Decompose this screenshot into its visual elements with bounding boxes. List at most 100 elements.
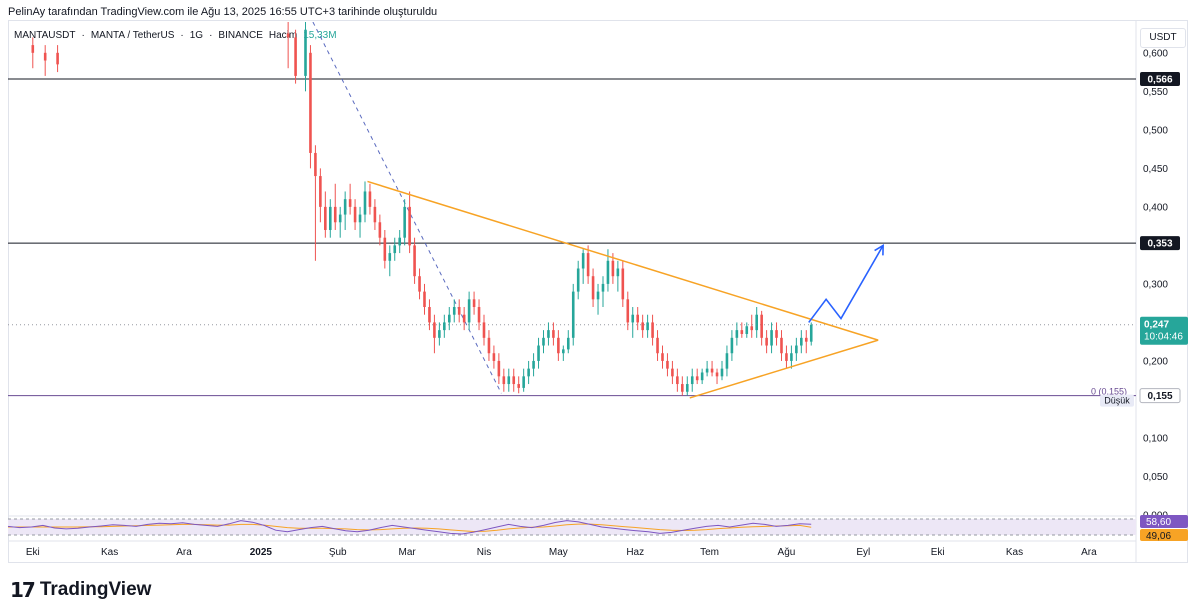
candle-body [626, 299, 630, 323]
candle-body [383, 237, 387, 261]
candle-body [720, 368, 724, 377]
candle-body [537, 345, 540, 361]
candle-body [393, 245, 397, 254]
candle-body [621, 268, 625, 300]
x-tick-label: Haz [626, 547, 644, 558]
candle-body [790, 353, 793, 361]
candle-body [43, 52, 47, 61]
candle-body [641, 322, 644, 331]
candle-body [576, 268, 580, 292]
candle-body [527, 368, 530, 377]
candle-body [809, 324, 813, 342]
candle-body [443, 322, 446, 331]
candle-body [566, 337, 570, 350]
candle-body [611, 260, 615, 277]
candle-body [408, 206, 411, 246]
y-tick-label: 0,550 [1143, 87, 1168, 98]
tradingview-logo-icon: 17 [10, 578, 36, 602]
projection-arrow-head [874, 243, 884, 256]
x-tick-label: Kas [101, 547, 118, 558]
candle-body [715, 372, 719, 377]
candle-body [666, 360, 669, 369]
x-tick-label: Mar [399, 547, 417, 558]
volume-value: 15,33M [303, 30, 337, 41]
bar-countdown: 10:04:46 [1144, 332, 1183, 343]
symbol-name: MANTA / TetherUS [90, 30, 175, 41]
candle-body [319, 176, 322, 207]
candle-body [497, 360, 501, 377]
y-tick-label: 0,200 [1143, 356, 1168, 367]
candle-body [596, 291, 600, 300]
tradingview-logo[interactable]: 17 TradingView [10, 578, 151, 602]
rsi-ma-label: 49,06 [1146, 531, 1171, 542]
candle-body [542, 337, 545, 346]
symbol-ticker[interactable]: MANTAUSDT [14, 30, 76, 41]
candle-body [804, 337, 808, 342]
candle-body [428, 307, 431, 323]
candle-body [685, 384, 689, 392]
candle-body [31, 45, 35, 53]
x-tick-label: Eki [26, 547, 40, 558]
candle-body [324, 206, 327, 230]
candle-body [636, 314, 639, 323]
rsi-ma-tag [1140, 529, 1188, 541]
candle-body [601, 283, 605, 292]
level-price-tag [1140, 236, 1180, 251]
candle-body [591, 276, 595, 300]
candle-body [358, 214, 362, 223]
candle-body [586, 253, 590, 277]
candle-body [314, 152, 317, 177]
symbol-info: MANTAUSDT · MANTA / TetherUS · 1G · BINA… [14, 30, 337, 41]
x-tick-label: Ara [1081, 547, 1097, 558]
candle-body [676, 376, 679, 385]
symbol-sep-2: · [180, 30, 184, 41]
candle-body [482, 322, 486, 338]
x-tick-label: Tem [700, 547, 719, 558]
y-tick-label: 0,100 [1143, 433, 1168, 444]
rsi-value-tag [1140, 515, 1188, 528]
y-tick-label: 0,400 [1143, 202, 1168, 213]
candle-body [418, 276, 421, 292]
rsi-value-label: 58,60 [1146, 517, 1171, 528]
candle-body [631, 314, 635, 323]
candle-body [363, 191, 367, 215]
candle-body [785, 353, 788, 361]
candle-body [532, 360, 535, 369]
candle-body [522, 376, 525, 388]
chart-frame [8, 20, 1188, 563]
candle-body [309, 52, 312, 153]
candle-body [562, 349, 565, 354]
candle-body [507, 376, 511, 385]
candle-body [467, 299, 471, 323]
level-price-tag [1139, 388, 1181, 404]
plot-layer [8, 22, 1136, 399]
candle-body [413, 245, 416, 277]
candle-body [338, 214, 342, 223]
x-tick-label: Kas [1006, 547, 1023, 558]
low-tag-label: Düşük [1104, 396, 1130, 406]
candle-body [795, 345, 798, 354]
candle-body [378, 222, 382, 238]
symbol-interval[interactable]: 1G [189, 30, 204, 41]
candle-body [557, 337, 560, 354]
currency-selector[interactable]: USDT [1140, 28, 1186, 48]
candle-body [472, 299, 476, 308]
candle-body [700, 372, 704, 381]
candle-body [690, 376, 694, 385]
candle-body [56, 52, 59, 65]
candle-body [487, 337, 491, 354]
last-price-tag [1140, 316, 1188, 345]
candle-body [398, 237, 402, 246]
candle-body [328, 206, 332, 230]
candle-body [760, 314, 763, 338]
candle-body [294, 37, 297, 76]
candle-body [333, 206, 337, 223]
candle-body [745, 326, 749, 334]
y-tick-label: 0,500 [1143, 125, 1168, 136]
candle-body [765, 337, 768, 346]
candle-body [581, 253, 585, 269]
candle-body [517, 384, 520, 388]
candle-body [462, 314, 466, 323]
x-tick-label: Nis [477, 547, 491, 558]
